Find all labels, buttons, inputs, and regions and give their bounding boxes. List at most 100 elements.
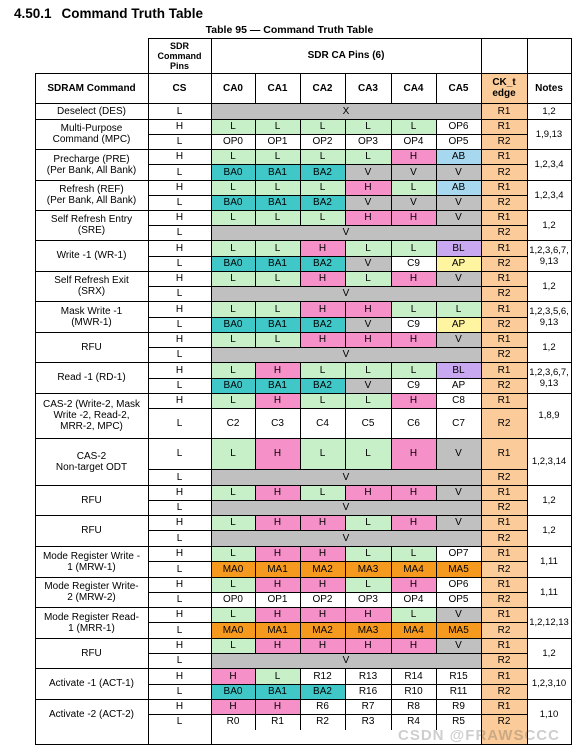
ca3-value: H — [345, 485, 391, 500]
ca3-value: H — [345, 332, 391, 347]
grid-line — [345, 622, 346, 639]
grid-line — [255, 684, 256, 700]
ca0-value: L — [211, 210, 255, 225]
ca3-value: L — [345, 515, 391, 530]
ca5-value: V — [436, 607, 481, 622]
cs-value: L — [176, 563, 183, 575]
grid-line — [300, 271, 301, 287]
grid-line — [148, 38, 572, 39]
ck-edge-value: R2 — [497, 227, 511, 238]
cs-value: L — [176, 349, 183, 360]
notes-value: 1,2 — [542, 219, 556, 231]
grid-line — [436, 119, 437, 135]
ca0-value: L — [211, 301, 255, 317]
grid-line — [300, 622, 301, 639]
grid-line — [345, 577, 346, 593]
ca2-value: H — [300, 577, 345, 592]
grid-line — [255, 546, 256, 562]
ca3-value: V — [345, 256, 391, 271]
ca4-value: H — [391, 332, 436, 347]
ca4-value: C9 — [407, 319, 420, 330]
ca0-value: BA0 — [211, 256, 255, 271]
grid-line — [345, 180, 346, 196]
ca5-value: R15 — [449, 670, 468, 682]
grid-line — [345, 119, 346, 135]
ca1-value: OP1 — [267, 594, 288, 605]
sdr-command-pins-header: SDR Command Pins — [157, 40, 202, 71]
ca2-value: BA2 — [300, 256, 345, 271]
ca3-value: R16 — [358, 686, 378, 697]
grid-line — [345, 164, 346, 181]
grid-line — [255, 638, 256, 654]
grid-line — [148, 38, 149, 745]
ca-span-value: V — [211, 530, 481, 546]
section-heading: 4.50.1 Command Truth Table — [14, 6, 203, 21]
ca0-value: L — [211, 607, 255, 622]
notes-value: 1,11 — [540, 586, 558, 598]
ca1-value: MA1 — [255, 561, 300, 577]
ck-edge-value: R1 — [497, 105, 511, 117]
cs-value: L — [176, 319, 183, 330]
ca4-value: L — [391, 301, 436, 317]
grid-line — [436, 210, 437, 226]
grid-line — [391, 256, 392, 272]
ca0-value: L — [211, 149, 255, 164]
grid-line — [255, 378, 256, 394]
cs-value: H — [175, 670, 184, 682]
grid-line — [345, 332, 346, 348]
ca3-value: MA3 — [345, 622, 391, 638]
grid-line — [148, 684, 528, 685]
ca0-value: L — [211, 546, 255, 561]
ca4-value: H — [391, 271, 436, 286]
grid-line — [345, 408, 346, 439]
grid-line — [391, 195, 392, 211]
grid-line — [300, 332, 301, 348]
notes-header: Notes — [535, 82, 563, 94]
ca3-value: L — [345, 271, 391, 286]
ck-edge-value: R2 — [497, 655, 511, 666]
ca3-value: R13 — [358, 670, 378, 682]
ca3-header: CA3 — [357, 82, 378, 94]
ca2-value: L — [300, 180, 345, 195]
notes-value: 1,2 — [542, 341, 556, 353]
notes-value: 1,2,3,14 — [531, 456, 567, 467]
ca3-value: V — [345, 317, 391, 332]
grid-line — [255, 668, 256, 685]
ca2-value: L — [300, 362, 345, 378]
grid-line — [35, 271, 572, 272]
ca3-value: R3 — [361, 716, 375, 727]
grid-line — [300, 561, 301, 578]
grid-line — [35, 668, 572, 669]
grid-line — [35, 607, 572, 608]
ca2-value: BA2 — [300, 378, 345, 393]
grid-line — [255, 607, 256, 623]
ck-edge-value: R2 — [497, 319, 511, 330]
grid-line — [391, 668, 392, 685]
cs-value: L — [176, 471, 183, 483]
ca4-value: V — [391, 164, 436, 180]
grid-line — [391, 561, 392, 578]
grid-line — [35, 103, 572, 104]
grid-line — [148, 378, 528, 379]
ca1-value: OP1 — [267, 136, 288, 147]
ca3-value: V — [345, 164, 391, 180]
command-name: Mask Write -1 (MWR-1) — [60, 305, 123, 328]
grid-line — [436, 240, 437, 257]
command-name: Read -1 (RD-1) — [57, 372, 126, 383]
grid-line — [148, 622, 528, 623]
grid-line — [35, 577, 572, 578]
command-name: Multi-Purpose Command (MPC) — [52, 123, 131, 145]
ca4-value: L — [391, 119, 436, 134]
grid-line — [391, 210, 392, 226]
grid-line — [35, 438, 572, 439]
watermark: CSDN @FRAWSCCC — [398, 727, 560, 744]
ca5-value: OP5 — [448, 136, 469, 147]
command-name: Mode Register Read- 1 (MRR-1) — [43, 611, 140, 634]
ca1-value: L — [255, 210, 300, 225]
ca4-value: H — [391, 638, 436, 653]
ck-edge-value: R1 — [497, 273, 511, 284]
grid-line — [436, 699, 437, 715]
grid-line — [255, 301, 256, 318]
ck-edge-value: R1 — [497, 395, 511, 406]
ca2-value: R2 — [316, 716, 329, 727]
